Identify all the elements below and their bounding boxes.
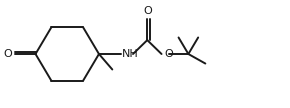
Text: O: O <box>143 6 152 16</box>
Text: O: O <box>164 49 173 59</box>
Text: NH: NH <box>122 49 139 59</box>
Text: O: O <box>3 49 12 59</box>
